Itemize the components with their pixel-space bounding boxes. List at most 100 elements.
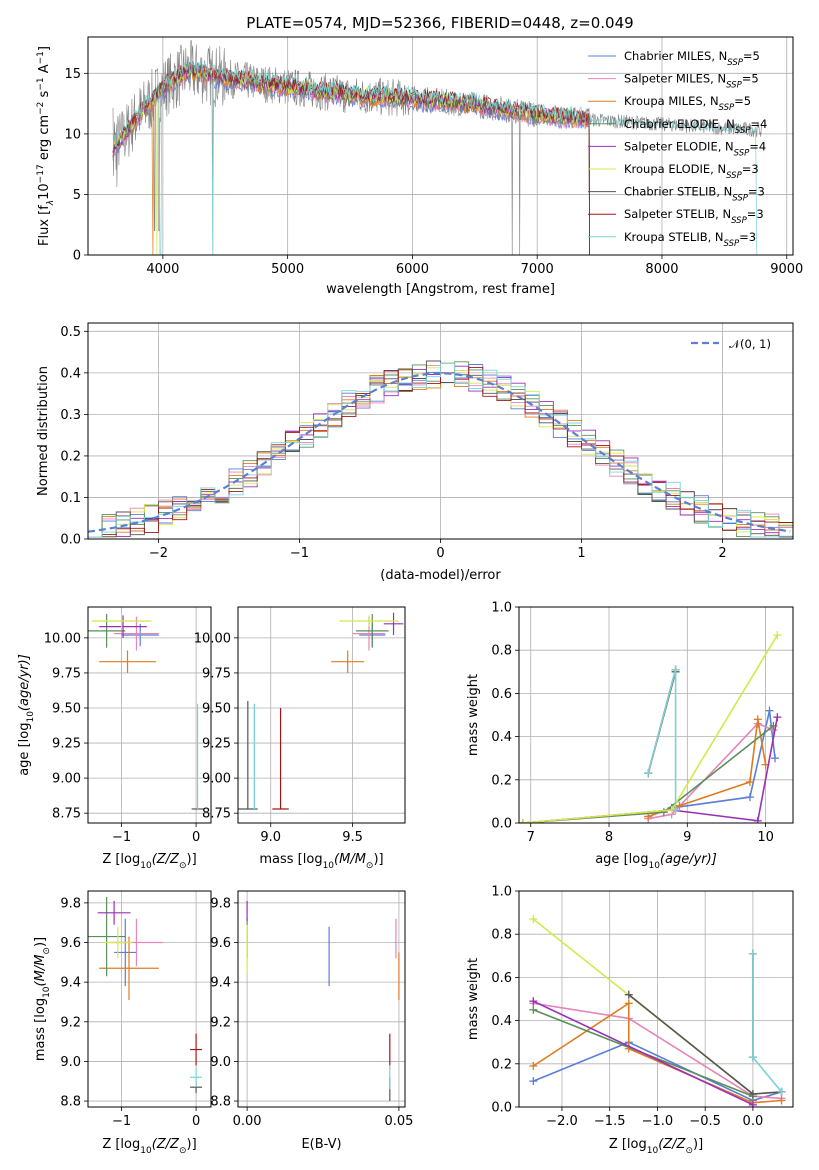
legend-entry: Chabrier MILES, NSSP=5: [624, 49, 760, 68]
x-tick-label: 0.00: [233, 1114, 262, 1129]
x-axis-label: E(B-V): [301, 1137, 341, 1152]
x-tick-label: 0: [192, 830, 200, 845]
axes-frame: [237, 890, 406, 1108]
legend-entry: Kroupa MILES, NSSP=5: [624, 94, 751, 113]
y-axis-label: mass weight: [466, 674, 481, 756]
y-tick-label: 0.2: [60, 449, 81, 464]
y-tick-label: 9.00: [202, 772, 231, 787]
series-4: [532, 1000, 754, 1106]
series-1: [533, 1002, 782, 1100]
y-tick-label: 9.0: [60, 1055, 81, 1070]
x-tick-label: −1: [112, 1114, 131, 1129]
axes-frame: [518, 890, 794, 1108]
x-tick-label: 7: [527, 830, 535, 845]
plot-area: [529, 915, 786, 1107]
x-tick-label: 9.5: [342, 830, 363, 845]
y-tick-label: 9.6: [210, 936, 231, 951]
y-tick-label: 9.50: [202, 701, 231, 716]
axes-frame: [87, 606, 212, 824]
x-tick-label: −1.0: [642, 1114, 674, 1129]
x-tick-label: 9: [683, 830, 691, 845]
plot-area: [88, 614, 204, 811]
x-tick-label: 0.0: [743, 1114, 764, 1129]
legend-entry: Kroupa STELIB, NSSP=3: [624, 230, 756, 249]
y-tick-label: 0.0: [491, 1101, 512, 1116]
y-tick-label: 0.6: [491, 687, 512, 702]
y-tick-label: 0.6: [491, 971, 512, 986]
series-4: [522, 717, 779, 823]
y-tick-label: 9.8: [210, 896, 231, 911]
y-tick-label: 9.6: [60, 936, 81, 951]
y-tick-label: 9.00: [52, 772, 81, 787]
y-tick-label: 0.3: [60, 408, 81, 423]
x-axis-label: mass [log10(M/M⊙)]: [259, 852, 383, 871]
x-tick-label: 9000: [770, 262, 803, 277]
legend-entry: Salpeter ELODIE, NSSP=4: [624, 139, 766, 158]
legend: Chabrier MILES, NSSP=5 Salpeter MILES, NS…: [588, 49, 767, 249]
y-tick-label: 0.4: [491, 730, 512, 745]
x-tick-label: 8000: [645, 262, 678, 277]
y-tick-label: 9.2: [210, 1015, 231, 1030]
x-axis-label: age [log10(age/yr)]: [595, 852, 717, 871]
y-tick-label: 1.0: [491, 601, 512, 616]
x-tick-label: −1.5: [594, 1114, 626, 1129]
y-tick-label: 0.0: [491, 817, 512, 832]
x-tick-label: −1: [290, 546, 309, 561]
plot-area: [88, 360, 793, 538]
legend-entry: Salpeter MILES, NSSP=5: [624, 72, 759, 91]
y-axis-label: Flux [fλ10−17 erg cm−2 s−1 A−1]: [36, 46, 56, 246]
x-tick-label: 0: [192, 1114, 200, 1129]
x-tick-label: −0.5: [689, 1114, 721, 1129]
panel-spectrum: 4000 5000 6000 7000 8000 9000 0 5 10 15 wavelength…: [36, 36, 803, 297]
series-5: [522, 634, 778, 823]
y-tick-label: 1.0: [491, 885, 512, 900]
x-tick-label: 8: [605, 830, 613, 845]
axes-frame: [87, 36, 794, 256]
y-tick-label: 0.8: [491, 928, 512, 943]
normal-reference-curve: [88, 372, 791, 533]
y-tick-label: 9.25: [52, 737, 81, 752]
x-tick-label: 10: [757, 830, 774, 845]
y-tick-label: 9.75: [202, 666, 231, 681]
x-tick-label: −2: [149, 546, 168, 561]
y-tick-label: 8.8: [210, 1095, 231, 1110]
x-axis-label: wavelength [Angstrom, rest frame]: [326, 282, 555, 297]
panel-residuals: −2 −1 0 1 2 0.0 0.1 0.2 0.3 0.4 0.5 (data-model)/er…: [36, 322, 794, 583]
grid: [88, 607, 211, 823]
panel-mass-weight-vs-Z: −2.0 −1.5 −1.0 −0.5 0.0 0.0 0.2 0.4 0.6 0.8 1.0 Z […: [466, 885, 794, 1156]
y-tick-label: 0.1: [60, 491, 81, 506]
series-8: [647, 669, 677, 810]
x-tick-label: −2.0: [546, 1114, 578, 1129]
y-tick-label: 9.75: [52, 666, 81, 681]
x-tick-label: −1: [112, 830, 131, 845]
axes-frame: [87, 890, 212, 1108]
y-tick-label: 9.8: [60, 896, 81, 911]
figure-title: PLATE=0574, MJD=52366, FIBERID=0448, z=0…: [246, 14, 633, 32]
panel-mass-vs-Z: −1 0 8.8 9.0 9.2 9.4 9.6 9.8 Z [log10(Z/Z⊙)] mass…: [33, 890, 212, 1156]
y-tick-label: 0.8: [491, 644, 512, 659]
plot-area: [88, 896, 203, 1094]
x-tick-label: 6000: [396, 262, 429, 277]
model-spectrum-8: [112, 60, 758, 255]
y-tick-label: 9.25: [202, 737, 231, 752]
y-tick-label: 0.4: [491, 1014, 512, 1029]
x-tick-label: 5000: [271, 262, 304, 277]
model-spectrum-4: [112, 64, 590, 255]
x-tick-label: 7000: [521, 262, 554, 277]
series-1: [648, 722, 774, 820]
y-tick-label: 10.00: [44, 631, 81, 646]
plot-area: [519, 631, 782, 823]
y-tick-label: 0.2: [491, 1057, 512, 1072]
y-tick-label: 9.50: [52, 701, 81, 716]
y-tick-label: 9.0: [210, 1055, 231, 1070]
y-tick-label: 0.2: [491, 773, 512, 788]
axes-frame: [237, 606, 406, 824]
y-tick-label: 8.75: [202, 807, 231, 822]
x-tick-label: 1: [577, 546, 585, 561]
plot-area: [112, 39, 763, 255]
x-axis-label: Z [log10(Z/Z⊙)]: [609, 1137, 703, 1156]
plot-area: [238, 612, 404, 811]
legend-entry: Chabrier ELODIE, NSSP=4: [624, 117, 767, 136]
x-tick-label: 0.05: [384, 1114, 413, 1129]
